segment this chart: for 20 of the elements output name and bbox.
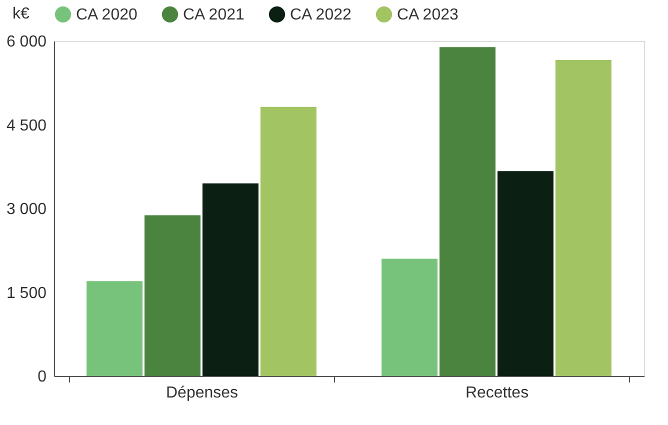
bar [202, 183, 258, 376]
y-tick-label: 1 500 [6, 284, 47, 302]
y-tick-label: 0 [38, 368, 47, 386]
bar [86, 281, 143, 376]
y-axis-title: k€ [12, 6, 30, 22]
x-tick-label: Dépenses [166, 384, 238, 402]
y-tick-label: 3 000 [6, 201, 47, 218]
x-tick-label: Recettes [465, 384, 529, 402]
legend-label: CA 2021 [183, 6, 244, 24]
bar [497, 171, 554, 376]
legend-label: CA 2022 [290, 6, 352, 24]
bar [260, 106, 316, 376]
bar [555, 60, 612, 376]
bar [440, 47, 496, 376]
bar [144, 215, 201, 376]
y-tick-label: 4 500 [6, 117, 47, 134]
y-tick-label: 6 000 [6, 34, 47, 50]
legend-label: CA 2020 [76, 6, 138, 24]
legend-label: CA 2023 [397, 6, 458, 24]
bar [382, 258, 438, 376]
